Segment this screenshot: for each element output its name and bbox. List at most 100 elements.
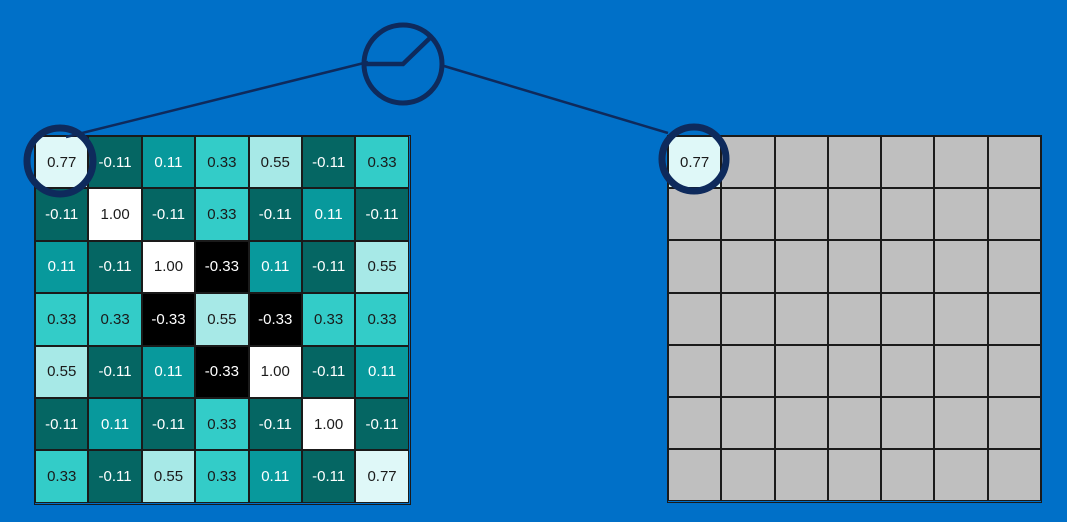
input-cell: 0.55 (248, 136, 302, 189)
output-cell (934, 136, 988, 189)
input-cell: -0.33 (195, 345, 249, 398)
output-cell (668, 292, 722, 345)
output-cell (987, 292, 1042, 345)
input-cell: 0.33 (195, 136, 249, 189)
output-cell (721, 136, 775, 189)
input-cell: -0.11 (88, 136, 142, 189)
input-cell: -0.11 (141, 397, 196, 451)
output-cell (774, 344, 828, 397)
output-cell (987, 136, 1042, 189)
output-cell (934, 344, 988, 397)
output-cell (881, 292, 935, 345)
input-cell: 0.33 (355, 293, 409, 346)
output-cell (827, 240, 882, 293)
input-cell: 0.11 (141, 136, 196, 189)
output-cell (827, 136, 882, 189)
input-cell: 0.33 (195, 188, 249, 241)
output-cell (987, 188, 1042, 241)
input-cell: 0.33 (35, 450, 89, 503)
input-cell: 0.33 (195, 397, 249, 451)
output-cell (668, 240, 722, 293)
input-cell: -0.11 (355, 397, 409, 451)
output-cell (721, 240, 775, 293)
output-cell (721, 449, 775, 502)
input-cell: 0.77 (35, 136, 89, 189)
output-cell (987, 344, 1042, 397)
input-cell: 0.55 (141, 450, 196, 503)
input-cell: 0.11 (355, 345, 409, 398)
input-feature-map: 0.77 -0.11 0.11 0.33 0.55 -0.11 0.33 -0.11 1.00-… (34, 135, 411, 505)
input-cell: 1.00 (301, 397, 356, 451)
input-cell: 0.55 (355, 240, 409, 294)
input-cell: 0.55 (35, 345, 89, 398)
input-cell: -0.11 (248, 188, 302, 241)
input-cell: 0.11 (88, 397, 142, 451)
output-cell (934, 449, 988, 502)
output-cell (668, 449, 722, 502)
output-cell (721, 188, 775, 241)
output-cell (774, 136, 828, 189)
input-cell: 0.55 (195, 293, 249, 346)
input-cell: -0.33 (141, 293, 196, 346)
output-cell (987, 396, 1042, 450)
output-cell (987, 449, 1042, 502)
input-cell: -0.11 (88, 345, 142, 398)
output-cell (934, 240, 988, 293)
output-highlight-ring (658, 123, 730, 195)
output-cell (774, 396, 828, 450)
input-cell: 0.33 (35, 293, 89, 346)
connector-line-left (65, 60, 369, 139)
input-cell: 0.33 (195, 450, 249, 503)
input-cell: -0.11 (248, 397, 302, 451)
input-cell: -0.11 (301, 240, 356, 294)
input-cell: 0.11 (141, 345, 196, 398)
output-cell (827, 396, 882, 450)
output-cell (721, 344, 775, 397)
input-cell: 1.00 (248, 345, 302, 398)
input-cell: 0.11 (248, 240, 302, 294)
output-cell (827, 344, 882, 397)
input-cell: 0.77 (355, 450, 409, 503)
input-cell: 1.00 (88, 188, 142, 241)
output-cell (827, 292, 882, 345)
output-cell: 0.77 (668, 136, 722, 189)
input-cell: 0.11 (35, 240, 89, 294)
output-cell (827, 449, 882, 502)
output-cell (881, 136, 935, 189)
input-cell: -0.11 (355, 188, 409, 241)
output-feature-map: 0.77 (667, 135, 1042, 503)
output-cell (721, 396, 775, 450)
output-cell (934, 292, 988, 345)
input-cell: 0.11 (248, 450, 302, 503)
input-cell: 0.33 (355, 136, 409, 189)
output-cell (774, 449, 828, 502)
input-cell: 1.00 (141, 240, 196, 294)
output-cell (881, 240, 935, 293)
input-cell: 0.33 (301, 293, 356, 346)
output-cell (881, 396, 935, 450)
output-cell (668, 344, 722, 397)
output-cell (987, 240, 1042, 293)
input-cell: -0.33 (248, 293, 302, 346)
output-cell (721, 292, 775, 345)
output-cell (774, 240, 828, 293)
input-cell: 0.33 (88, 293, 142, 346)
output-cell (827, 188, 882, 241)
input-highlight-ring (23, 124, 97, 198)
output-cell (881, 344, 935, 397)
input-cell: -0.11 (35, 397, 89, 451)
input-cell: -0.33 (195, 240, 249, 294)
input-cell: -0.11 (301, 450, 356, 503)
activation-function-icon (361, 22, 445, 106)
input-cell: -0.11 (88, 240, 142, 294)
output-cell (934, 188, 988, 241)
output-cell (881, 449, 935, 502)
input-cell: -0.11 (301, 136, 356, 189)
input-cell: -0.11 (141, 188, 196, 241)
output-cell (934, 396, 988, 450)
connector-line-right (443, 64, 669, 135)
input-cell: 0.11 (301, 188, 356, 241)
output-cell (668, 396, 722, 450)
output-cell (881, 188, 935, 241)
